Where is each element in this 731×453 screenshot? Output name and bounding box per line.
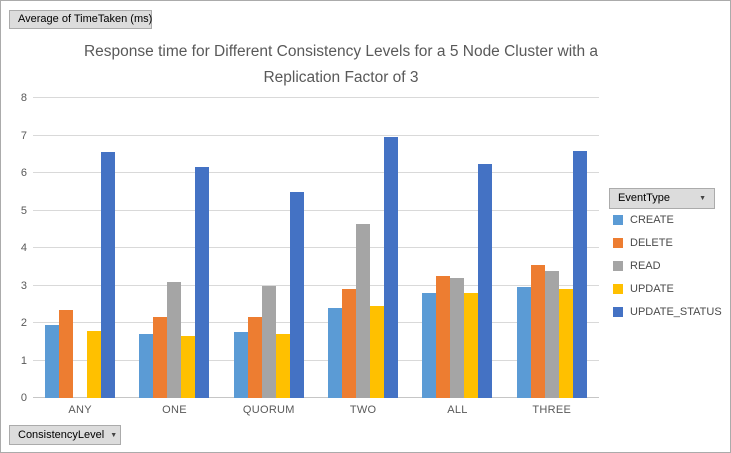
bar-update-two (370, 306, 385, 398)
bar-delete-any (59, 309, 74, 398)
bar-create-quorum (233, 332, 248, 398)
gridline (33, 97, 599, 98)
bar-delete-three (530, 264, 545, 398)
chart-title-line2: Replication Factor of 3 (263, 69, 419, 86)
bar-update-quorum (275, 334, 290, 398)
bar-create-all (422, 293, 437, 398)
chart-title: Response time for Different Consistency … (41, 39, 641, 91)
bar-delete-all (436, 276, 451, 398)
legend-field-button[interactable]: EventType ▼ (609, 188, 715, 209)
y-tick-label: 5 (20, 204, 27, 217)
y-tick-label: 7 (20, 129, 27, 142)
x-category-label: QUORUM (242, 404, 295, 416)
y-tick-label: 3 (20, 279, 27, 292)
bar-group-any (33, 98, 127, 398)
legend-item-update_status: UPDATE_STATUS (613, 305, 722, 319)
bar-delete-one (153, 317, 168, 398)
bar-group-quorum (222, 98, 316, 398)
x-category-label: ALL (447, 404, 468, 416)
bar-delete-two (342, 289, 357, 398)
bar-group-all (410, 98, 504, 398)
legend: CREATE DELETE READ UPDATE UPDATE_STATUS (613, 213, 722, 328)
legend-swatch-icon (613, 307, 623, 317)
legend-item-label: UPDATE_STATUS (630, 306, 722, 318)
legend-swatch-icon (613, 215, 623, 225)
bar-update-three (558, 289, 573, 398)
bar-create-three (516, 287, 531, 398)
legend-item-update: UPDATE (613, 282, 722, 296)
dropdown-arrow-icon: ▼ (699, 195, 706, 202)
y-tick-label: 4 (20, 242, 27, 254)
bar-update_status-quorum (289, 191, 304, 398)
bar-update-one (181, 336, 196, 398)
gridline (33, 322, 599, 323)
bar-delete-quorum (247, 317, 262, 398)
gridline (33, 284, 599, 286)
legend-swatch-icon (613, 284, 623, 294)
y-tick-label: 2 (20, 317, 27, 329)
y-tick-label: 6 (20, 167, 27, 179)
gridline (33, 134, 599, 136)
bar-group-three (505, 98, 599, 398)
bar-create-any (45, 324, 60, 398)
bar-read-all (450, 278, 465, 398)
plot-area (33, 97, 599, 398)
bar-create-one (139, 334, 154, 398)
x-category-label: THREE (532, 404, 572, 416)
legend-item-label: DELETE (630, 237, 673, 249)
bar-group-one (127, 98, 221, 398)
legend-item-read: READ (613, 259, 722, 273)
x-category-label: ANY (68, 404, 92, 416)
legend-item-delete: DELETE (613, 236, 722, 250)
bar-update-all (464, 293, 479, 398)
gridline (33, 209, 599, 211)
legend-item-label: UPDATE (630, 283, 674, 295)
value-field-button[interactable]: Average of TimeTaken (ms) (9, 10, 152, 29)
value-field-label: Average of TimeTaken (ms) (18, 13, 153, 25)
gridline (33, 359, 599, 361)
y-tick-label: 8 (20, 92, 27, 104)
bar-read-quorum (261, 285, 276, 398)
bar-update_status-all (478, 163, 493, 398)
bar-read-two (356, 223, 371, 398)
x-axis-line (33, 397, 599, 398)
dropdown-arrow-icon: ▼ (110, 431, 118, 439)
y-axis-tick-labels: 0 1 2 3 4 5 6 7 8 (1, 92, 27, 404)
bar-read-three (544, 270, 559, 398)
bar-update_status-two (384, 137, 399, 398)
bar-update_status-any (101, 152, 116, 398)
legend-item-label: CREATE (630, 214, 674, 226)
legend-field-label: EventType (618, 192, 670, 204)
axis-field-button[interactable]: ConsistencyLevel ▼ (9, 425, 121, 445)
y-tick-label: 0 (20, 392, 27, 404)
bar-create-two (328, 308, 343, 398)
bar-read-one (167, 281, 182, 398)
legend-item-create: CREATE (613, 213, 722, 227)
gridline (33, 172, 599, 173)
gridline (33, 247, 599, 248)
bar-update-any (87, 330, 102, 398)
bar-group-two (316, 98, 410, 398)
x-category-label: ONE (162, 404, 187, 416)
bar-groups (33, 98, 599, 398)
legend-swatch-icon (613, 238, 623, 248)
x-axis-category-labels: ANY ONE QUORUM TWO ALL THREE (33, 404, 599, 416)
chart-title-line1: Response time for Different Consistency … (83, 43, 599, 60)
bar-update_status-three (572, 150, 587, 398)
x-category-label: TWO (349, 404, 377, 416)
legend-item-label: READ (630, 260, 661, 272)
axis-field-label: ConsistencyLevel (18, 428, 105, 441)
y-tick-label: 1 (20, 354, 27, 367)
legend-swatch-icon (613, 261, 623, 271)
bar-update_status-one (195, 167, 210, 398)
